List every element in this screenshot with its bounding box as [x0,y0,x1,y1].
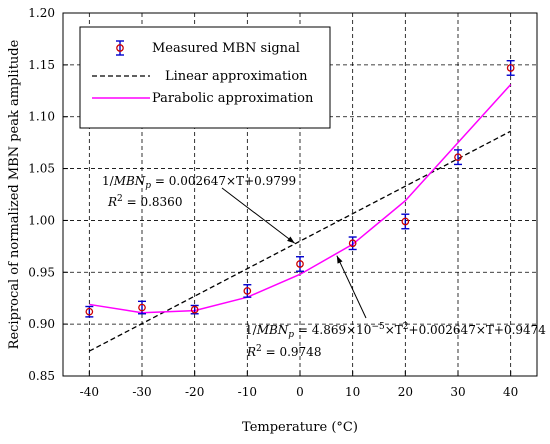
x-axis-label: Temperature (°C) [242,420,358,435]
x-tick-label: -40 [80,385,99,399]
y-tick-label: 1.05 [28,162,55,176]
legend-box [79,26,331,129]
measured-marker [190,305,199,314]
measured-marker [85,307,94,316]
linear-r2: R2 = 0.8360 [107,194,182,209]
linear-approximation-line [89,130,511,352]
series-lines [89,84,512,352]
linear-arrow-head [287,236,295,244]
measured-marker [506,64,515,72]
y-tick-label: 0.95 [28,265,55,279]
x-tick-label: 30 [450,385,465,399]
legend: Measured MBN signal Linear approximation P… [79,26,331,129]
x-tick-label: -30 [132,385,151,399]
measured-point [506,60,515,76]
y-tick-label: 1.15 [28,58,55,72]
measured-point [243,284,252,298]
measured-point [85,305,94,318]
parabolic-equation: 1/MBNp = 4.869×10−5×T2+0.002647×T+0.9474 [245,322,546,340]
measured-marker [243,287,252,295]
measured-point [348,236,357,251]
y-tick-label: 0.90 [28,317,55,331]
legend-label-measured: Measured MBN signal [152,41,300,56]
legend-label-linear: Linear approximation [165,69,308,84]
parabolic-r2: R2 = 0.9748 [246,344,321,359]
y-tick-label: 1.00 [28,213,55,227]
x-tick-label: -10 [238,385,257,399]
y-tick-label: 0.85 [28,369,55,383]
x-tick-label: 40 [503,385,518,399]
x-tick-label: 0 [296,385,304,399]
legend-label-parabolic: Parabolic approximation [152,91,314,106]
linear-arrow [221,187,296,244]
legend-marker [116,44,124,52]
measured-marker [454,153,462,162]
x-tick-label: 10 [345,385,360,399]
measured-point [296,256,304,272]
plot-frame [62,12,538,377]
measured-point [401,213,410,230]
measured-marker [296,260,304,268]
y-tick-label: 1.20 [28,6,55,20]
x-tick-label: 20 [398,385,413,399]
linear-equation: 1/MBNp = 0.002647×T+0.9799 [102,174,296,191]
annotations: 1/MBNp = 0.002647×T+0.9799 R2 = 0.8360 1/M… [102,174,546,359]
x-tick-label: -20 [185,385,204,399]
y-axis-label: Reciprocal of normalized MBN peak amplit… [7,39,22,349]
tick-labels: -40 -30 -20 -10 0 10 20 30 40 0.85 0.90 0.95 1.00 1.0… [28,6,518,399]
y-tick-label: 1.10 [28,110,55,124]
parabolic-arrow-head [336,255,343,264]
parabolic-arrow [336,255,367,319]
series-points [85,60,515,318]
measured-marker [348,239,357,248]
measured-point [454,149,462,166]
measured-marker [138,303,146,312]
parabolic-approximation-line [89,84,512,314]
measured-marker [401,217,410,226]
measured-point [190,304,199,315]
measured-point [138,300,146,315]
